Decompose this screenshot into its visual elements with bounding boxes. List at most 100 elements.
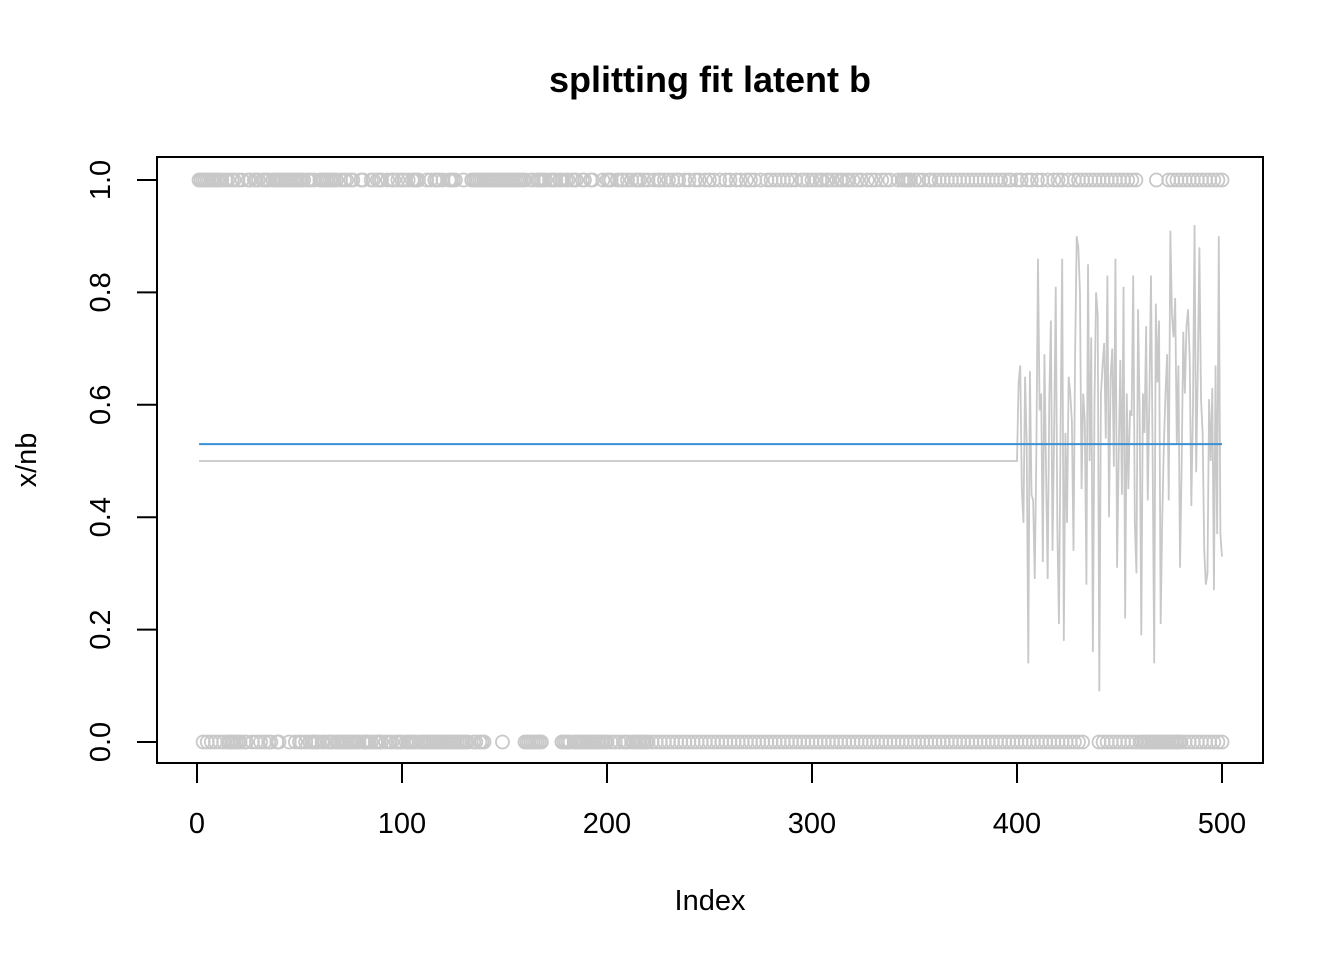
data-point — [702, 172, 717, 188]
data-point — [636, 172, 652, 188]
data-point — [476, 734, 492, 750]
data-point — [365, 172, 381, 188]
data-point — [328, 172, 344, 188]
plot-layer — [191, 172, 1230, 750]
y-tick-label: 1.0 — [85, 160, 117, 200]
data-point — [825, 172, 840, 188]
data-point — [296, 172, 312, 188]
data-point — [739, 172, 754, 188]
data-point — [577, 172, 592, 188]
data-point — [1023, 172, 1039, 188]
data-point — [691, 172, 707, 188]
data-point — [835, 172, 851, 188]
y-axis-label: x/nb — [11, 433, 43, 488]
gray-fit-line — [199, 224, 1223, 692]
data-point — [253, 734, 268, 750]
data-point — [226, 172, 242, 188]
data-point — [585, 172, 601, 188]
data-point — [390, 172, 406, 188]
data-point — [339, 172, 355, 188]
data-point — [363, 734, 379, 750]
data-point — [271, 734, 287, 750]
data-point — [1030, 172, 1045, 188]
data-point — [1060, 172, 1076, 188]
data-point — [560, 172, 576, 188]
data-point — [384, 734, 400, 750]
data-point — [374, 734, 389, 750]
x-tick-label: 400 — [993, 808, 1041, 840]
data-point — [712, 172, 728, 188]
data-point — [1050, 172, 1066, 188]
data-point — [1075, 734, 1090, 750]
data-point — [681, 172, 697, 188]
data-point — [853, 172, 869, 188]
data-point — [468, 734, 484, 750]
data-point — [722, 172, 738, 188]
data-point — [1149, 172, 1164, 188]
data-point — [661, 172, 676, 188]
data-point — [728, 172, 744, 188]
data-point — [814, 172, 830, 188]
data-point — [251, 172, 266, 188]
data-point — [595, 172, 611, 188]
data-point — [534, 734, 549, 750]
data-point — [568, 172, 584, 188]
data-point — [1124, 172, 1140, 188]
data-point — [495, 734, 510, 750]
data-point — [993, 172, 1008, 188]
y-axis: 0.0 0.2 0.4 0.6 0.8 1.0 — [85, 160, 158, 762]
data-point — [238, 734, 254, 750]
data-point — [845, 172, 861, 188]
data-point — [874, 172, 890, 188]
y-tick-label: 0.6 — [85, 385, 117, 425]
data-point — [632, 172, 648, 188]
data-point — [220, 172, 236, 188]
data-point — [1003, 172, 1019, 188]
data-point — [1013, 172, 1029, 188]
data-point — [400, 172, 416, 188]
chart-title: splitting fit latent b — [549, 59, 871, 100]
x-tick-label: 100 — [378, 808, 426, 840]
data-point — [263, 734, 279, 750]
x-tick-label: 0 — [189, 808, 205, 840]
x-tick-label: 200 — [583, 808, 631, 840]
data-point — [447, 172, 463, 188]
data-point — [753, 172, 769, 188]
data-point — [1071, 734, 1086, 750]
data-point — [1210, 734, 1226, 750]
x-axis-label: Index — [675, 885, 746, 917]
plot-frame — [156, 156, 1264, 764]
x-axis: 0 100 200 300 400 500 — [189, 762, 1246, 840]
data-point — [1206, 734, 1222, 750]
data-point — [287, 734, 303, 750]
data-point — [780, 172, 795, 188]
data-point — [859, 172, 875, 188]
x-tick-label: 500 — [1198, 808, 1246, 840]
data-point — [868, 172, 883, 188]
data-point — [671, 172, 687, 188]
data-point — [646, 172, 662, 188]
data-point — [743, 172, 758, 188]
data-point — [1214, 172, 1230, 188]
data-point — [1210, 172, 1226, 188]
data-point — [609, 172, 625, 188]
data-point — [1206, 172, 1222, 188]
data-point — [1128, 172, 1144, 188]
data-point — [718, 172, 734, 188]
data-point — [849, 172, 865, 188]
data-point — [345, 172, 361, 188]
data-point — [804, 172, 820, 188]
data-point — [1040, 172, 1056, 188]
data-point — [1120, 172, 1136, 188]
data-point — [1046, 172, 1062, 188]
data-point — [732, 172, 748, 188]
x-tick-label: 300 — [788, 808, 836, 840]
data-point — [538, 172, 553, 188]
data-point — [1009, 172, 1025, 188]
data-point — [1019, 172, 1035, 188]
data-point — [687, 172, 703, 188]
data-point — [380, 172, 396, 188]
y-tick-label: 0.0 — [85, 722, 117, 762]
y-tick-label: 0.2 — [85, 609, 117, 649]
